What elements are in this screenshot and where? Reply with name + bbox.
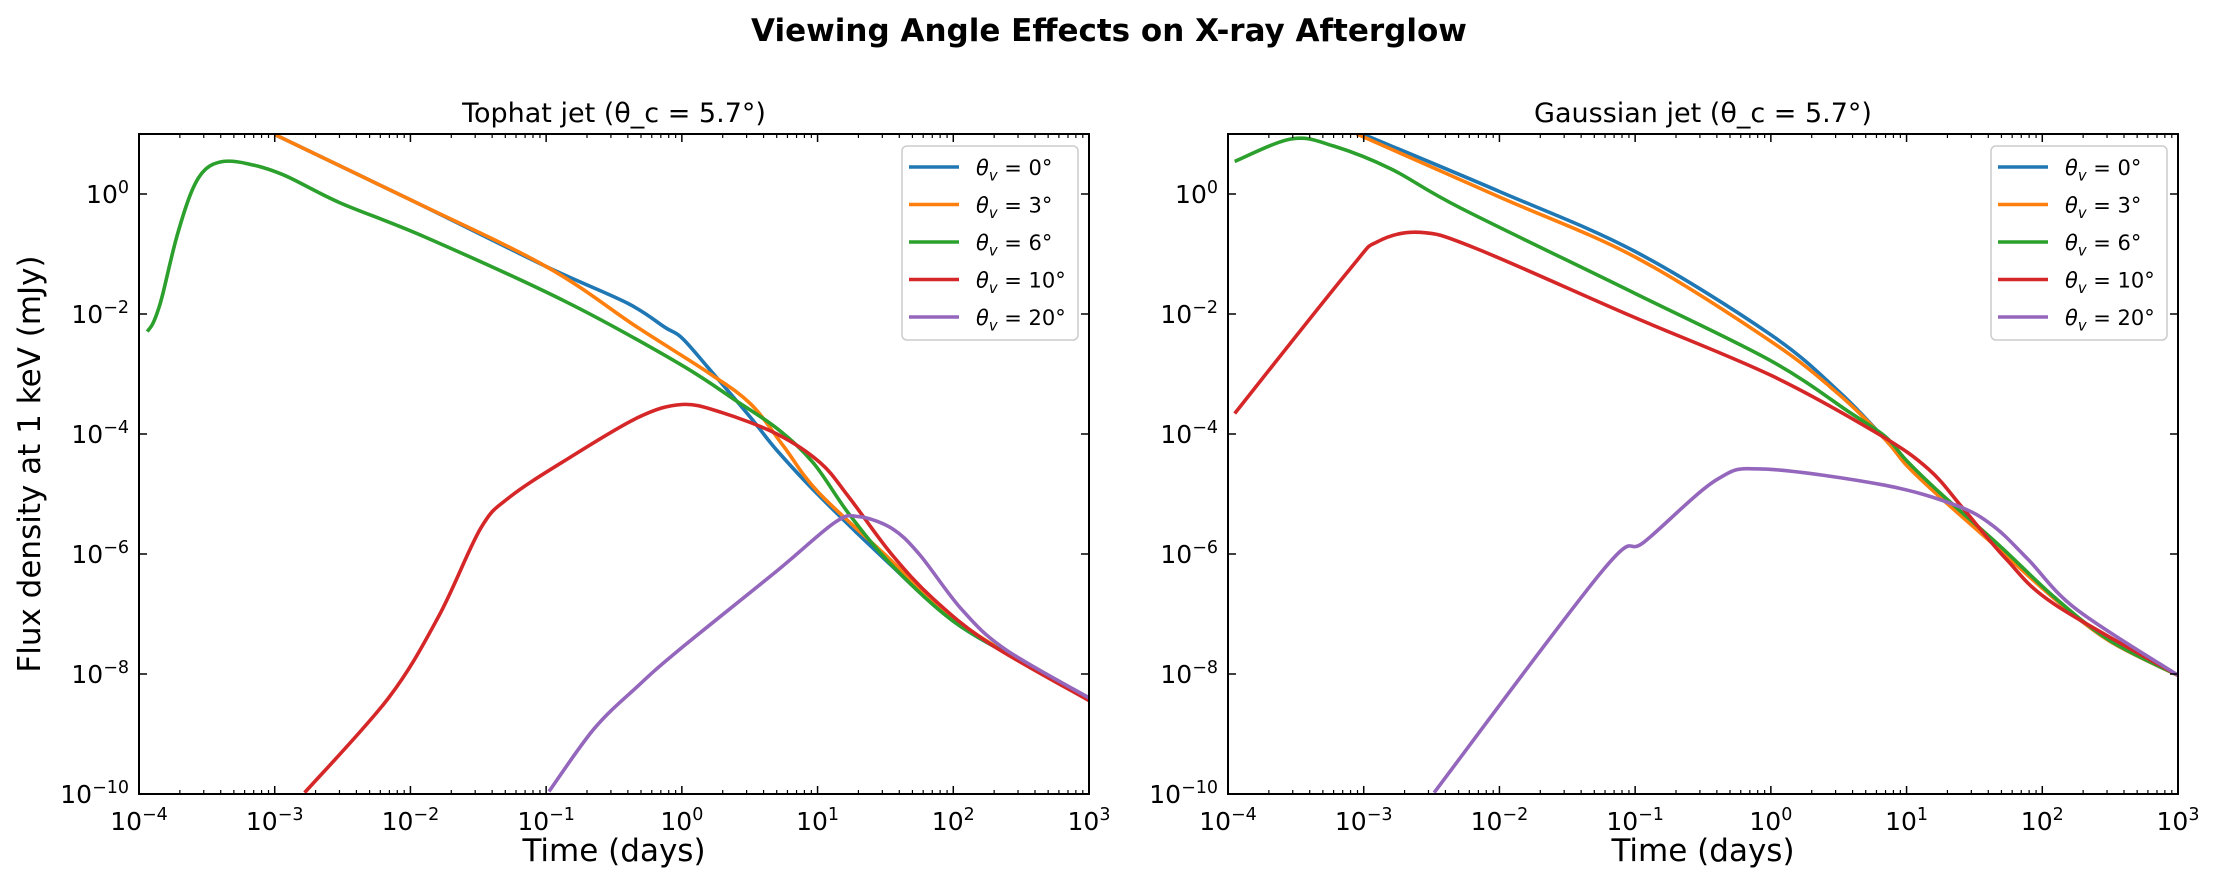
- series-line-theta-v-2: [145, 159, 1089, 700]
- panels: Tophat jet (θ_c = 5.7°)10−4 10−3 10−2 10−1 1…: [12, 98, 2199, 869]
- legend-label: θv = 20°: [2065, 306, 2155, 334]
- legend-item: θv = 10°: [909, 269, 1066, 297]
- x-tick-label: 103: [1068, 805, 1111, 836]
- y-tick-label: 10−2: [71, 298, 129, 329]
- series-group: [1233, 134, 2178, 794]
- x-axis-label: Time (days): [1610, 833, 1794, 869]
- x-tick-label: 10−4: [1199, 805, 1257, 836]
- x-tick-label: 100: [660, 805, 703, 836]
- legend-item: θv = 3°: [1998, 194, 2141, 222]
- x-tick-label: 10−2: [382, 805, 440, 836]
- legend: θv = 0° θv = 3° θv = 6° θv = 10° θv = 20°: [1990, 145, 2168, 341]
- series-line-theta-v-4: [547, 513, 1089, 793]
- x-tick-label: 102: [2021, 805, 2064, 836]
- legend-item: θv = 0°: [909, 156, 1052, 184]
- series-line-theta-v-3: [303, 402, 1089, 794]
- legend-item: θv = 0°: [1998, 156, 2141, 184]
- x-tick-label: 101: [796, 805, 839, 836]
- series-group: [145, 134, 1089, 794]
- x-tick-label: 103: [2157, 805, 2200, 836]
- y-tick-label: 100: [1175, 178, 1218, 209]
- x-tick-label: 101: [1885, 805, 1928, 836]
- legend-label: θv = 0°: [2065, 156, 2141, 184]
- y-tick-label: 100: [86, 178, 129, 209]
- x-tick-label: 10−3: [246, 805, 304, 836]
- axes-frame: [138, 133, 1090, 795]
- y-tick-label: 10−10: [1149, 778, 1218, 809]
- ticks: 10−4 10−3 10−2 10−1 100 101 102 103 10−10 10−8 10−…: [1149, 134, 2199, 836]
- panel-tophat: Tophat jet (θ_c = 5.7°)10−4 10−3 10−2 10−1 1…: [12, 98, 1110, 869]
- panel-title: Gaussian jet (θ_c = 5.7°): [1534, 98, 1872, 129]
- legend-item: θv = 3°: [909, 194, 1052, 222]
- y-tick-label: 10−6: [71, 538, 129, 569]
- legend-item: θv = 10°: [1998, 269, 2155, 297]
- series-line-theta-v-4: [1432, 466, 2178, 794]
- legend-item: θv = 6°: [909, 231, 1052, 259]
- x-tick-label: 10−1: [1606, 805, 1664, 836]
- legend-box: [901, 145, 1079, 341]
- x-tick-label: 102: [932, 805, 975, 836]
- legend-label: θv = 20°: [976, 306, 1066, 334]
- y-tick-label: 10−4: [1160, 418, 1218, 449]
- legend-label: θv = 6°: [2065, 231, 2141, 259]
- legend-label: θv = 10°: [976, 269, 1066, 297]
- legend-item: θv = 20°: [1998, 306, 2155, 334]
- x-tick-label: 10−2: [1471, 805, 1529, 836]
- legend-box: [1990, 145, 2168, 341]
- x-tick-label: 10−3: [1335, 805, 1393, 836]
- y-tick-label: 10−8: [1160, 658, 1218, 689]
- legend-item: θv = 20°: [909, 306, 1066, 334]
- axes-frame: [1227, 133, 2179, 795]
- legend-label: θv = 6°: [976, 231, 1052, 259]
- legend: θv = 0° θv = 3° θv = 6° θv = 10° θv = 20°: [901, 145, 1079, 341]
- y-axis-label: Flux density at 1 keV (mJy): [12, 255, 48, 672]
- x-tick-label: 100: [1749, 805, 1792, 836]
- y-tick-label: 10−10: [60, 778, 129, 809]
- legend-item: θv = 6°: [1998, 231, 2141, 259]
- y-tick-label: 10−4: [71, 418, 129, 449]
- legend-label: θv = 3°: [976, 194, 1052, 222]
- x-tick-label: 10−4: [110, 805, 168, 836]
- series-line-theta-v-2: [1234, 136, 2178, 677]
- legend-label: θv = 0°: [976, 156, 1052, 184]
- x-tick-label: 10−1: [517, 805, 575, 836]
- y-tick-label: 10−8: [71, 658, 129, 689]
- legend-label: θv = 3°: [2065, 194, 2141, 222]
- y-tick-label: 10−6: [1160, 538, 1218, 569]
- figure-title: Viewing Angle Effects on X-ray Afterglow: [751, 13, 1467, 49]
- ticks: 10−4 10−3 10−2 10−1 100 101 102 103 10−10 10−8 10−…: [60, 134, 1110, 836]
- panel-gaussian: Gaussian jet (θ_c = 5.7°)10−4 10−3 10−2 10−…: [1149, 98, 2199, 869]
- series-line-theta-v-3: [1233, 230, 2178, 677]
- legend-label: θv = 10°: [2065, 269, 2155, 297]
- y-tick-label: 10−2: [1160, 298, 1218, 329]
- panel-title: Tophat jet (θ_c = 5.7°): [461, 98, 766, 129]
- x-axis-label: Time (days): [521, 833, 705, 869]
